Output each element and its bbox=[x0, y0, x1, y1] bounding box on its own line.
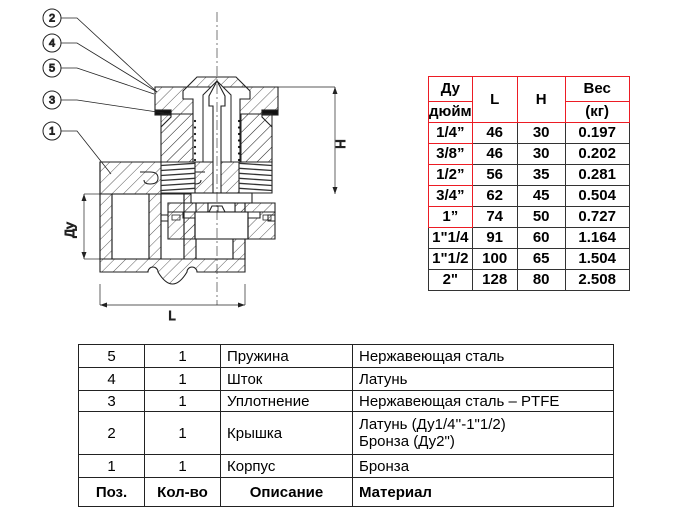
svg-text:Ду: Ду bbox=[62, 222, 77, 238]
svg-text:2: 2 bbox=[49, 13, 55, 25]
svg-text:L: L bbox=[168, 308, 175, 323]
svg-text:1: 1 bbox=[49, 126, 55, 138]
svg-text:3: 3 bbox=[49, 95, 55, 107]
svg-text:Н: Н bbox=[333, 139, 348, 148]
svg-text:5: 5 bbox=[49, 63, 55, 75]
svg-text:4: 4 bbox=[49, 38, 55, 50]
